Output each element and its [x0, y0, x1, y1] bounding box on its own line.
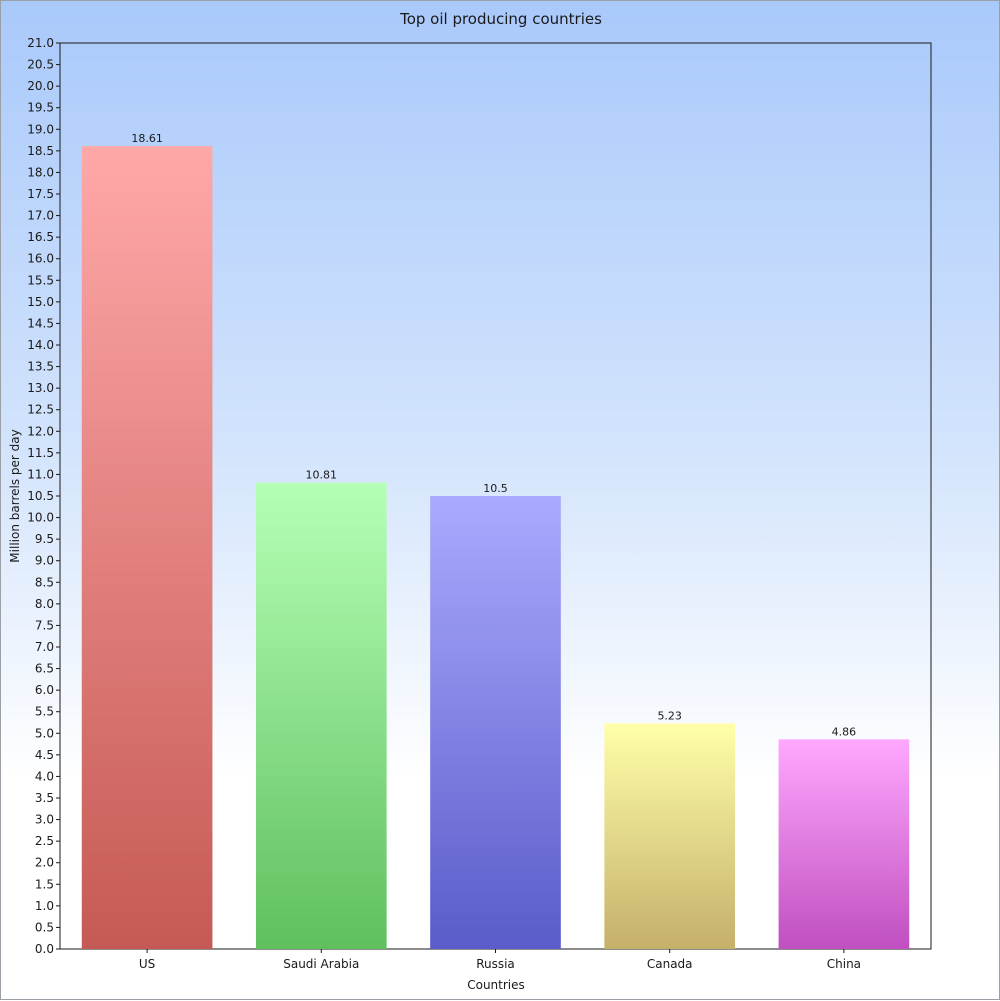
- y-tick-label: 20.5: [27, 58, 54, 72]
- y-tick-label: 3.5: [35, 791, 54, 805]
- y-tick-label: 14.5: [27, 316, 54, 330]
- y-tick-label: 18.0: [27, 165, 54, 179]
- y-tick-label: 18.5: [27, 144, 54, 158]
- x-tick-label: Saudi Arabia: [283, 957, 359, 971]
- y-tick-label: 13.0: [27, 381, 54, 395]
- bar-saudi-arabia: [255, 482, 387, 949]
- bar-russia: [430, 496, 561, 949]
- bar-china: [778, 739, 910, 949]
- y-tick-label: 1.0: [35, 899, 54, 913]
- bar-us: [81, 146, 213, 949]
- x-tick-label: China: [827, 957, 861, 971]
- bar-value-label: 18.61: [131, 132, 163, 145]
- y-tick-label: 19.5: [27, 101, 54, 115]
- y-tick-label: 6.5: [35, 662, 54, 676]
- y-tick-label: 16.5: [27, 230, 54, 244]
- y-tick-label: 2.5: [35, 834, 54, 848]
- y-tick-label: 15.0: [27, 295, 54, 309]
- y-tick-label: 7.5: [35, 618, 54, 632]
- y-tick-label: 7.0: [35, 640, 54, 654]
- bar-value-label: 10.5: [483, 482, 508, 495]
- y-tick-label: 16.0: [27, 252, 54, 266]
- y-tick-label: 19.0: [27, 122, 54, 136]
- y-tick-label: 11.0: [27, 467, 54, 481]
- bar-value-label: 10.81: [306, 469, 338, 482]
- y-tick-label: 14.0: [27, 338, 54, 352]
- y-tick-label: 12.5: [27, 403, 54, 417]
- y-tick-label: 3.0: [35, 813, 54, 827]
- y-tick-label: 20.0: [27, 79, 54, 93]
- y-tick-label: 12.0: [27, 424, 54, 438]
- bar-value-label: 5.23: [657, 709, 682, 722]
- y-tick-label: 10.5: [27, 489, 54, 503]
- y-tick-label: 6.0: [35, 683, 54, 697]
- y-tick-label: 15.5: [27, 273, 54, 287]
- y-tick-label: 5.0: [35, 726, 54, 740]
- y-tick-label: 9.5: [35, 532, 54, 546]
- x-tick-label: Russia: [476, 957, 515, 971]
- x-axis-title: Countries: [467, 978, 525, 992]
- y-tick-label: 17.0: [27, 209, 54, 223]
- y-axis: 0.0 0.5 1.0 1.5 2.0 2.5 3.0 3.5 4.0 4.5 5.0 5.5 6.0 6…: [27, 36, 60, 956]
- y-tick-label: 21.0: [27, 36, 54, 50]
- chart-title: Top oil producing countries: [399, 10, 602, 28]
- y-tick-label: 17.5: [27, 187, 54, 201]
- y-tick-label: 1.5: [35, 877, 54, 891]
- x-tick-label: Canada: [647, 957, 693, 971]
- y-tick-label: 0.5: [35, 920, 54, 934]
- y-tick-label: 8.5: [35, 575, 54, 589]
- y-tick-label: 9.0: [35, 554, 54, 568]
- y-tick-label: 8.0: [35, 597, 54, 611]
- y-tick-label: 0.0: [35, 942, 54, 956]
- y-tick-label: 4.0: [35, 769, 54, 783]
- x-axis: US Saudi Arabia Russia Canada China: [139, 949, 861, 971]
- y-tick-label: 10.0: [27, 511, 54, 525]
- data-labels: 18.61 10.81 10.5 5.23 4.86: [131, 132, 856, 738]
- bar-series: [81, 146, 910, 949]
- y-tick-label: 5.5: [35, 705, 54, 719]
- y-tick-label: 13.5: [27, 360, 54, 374]
- bar-canada: [604, 723, 736, 949]
- y-tick-label: 11.5: [27, 446, 54, 460]
- y-axis-title: Million barrels per day: [8, 429, 22, 562]
- y-tick-label: 2.0: [35, 856, 54, 870]
- y-tick-label: 4.5: [35, 748, 54, 762]
- bar-value-label: 4.86: [832, 725, 857, 738]
- x-tick-label: US: [139, 957, 155, 971]
